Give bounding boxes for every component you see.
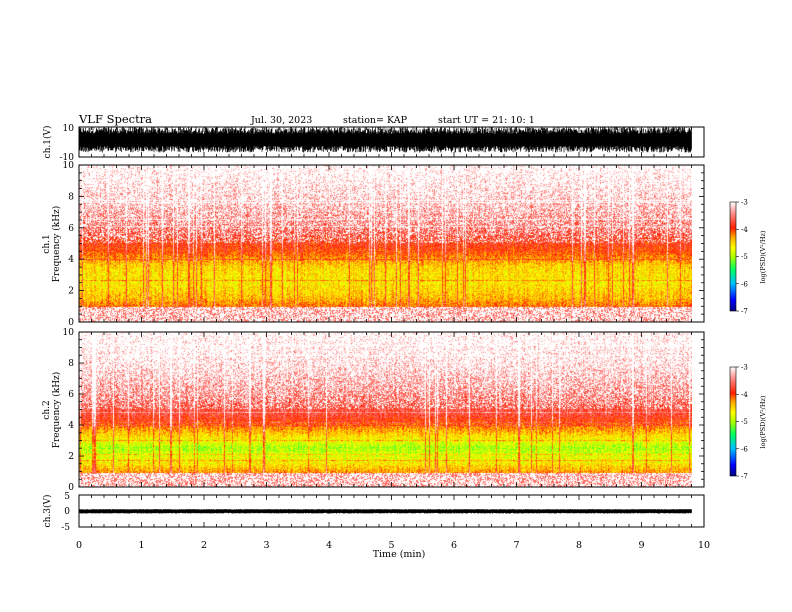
x-axis-tick-labels: 0 1 2 3 4 5 6 7 8 9 10: [76, 540, 710, 551]
ch1-spectrogram-image: [79, 165, 692, 322]
figure-title: VLF Spectra: [78, 112, 152, 126]
ch3-waveform-trace: [78, 509, 692, 514]
x-tick-label: 10: [698, 540, 710, 551]
start-time-label: start UT = 21: 10: 1: [438, 115, 535, 126]
colorbar-tick-label: -4: [741, 391, 748, 399]
y-tick-label: 2: [68, 287, 74, 297]
station-label: station= KAP: [343, 115, 408, 126]
waveform-path: [78, 127, 692, 153]
x-tick-label: 4: [326, 540, 332, 551]
colorbar-tick-label: -6: [741, 280, 748, 288]
ch1-spec-ylabel-frequency: Frequency (kHz): [51, 206, 62, 283]
y-tick-label: 6: [68, 224, 74, 234]
x-tick-label: 2: [201, 540, 207, 551]
ch1-colorbar-ticks: -3 -4 -5 -6 -7: [736, 199, 748, 316]
ch2-colorbar-ticks: -3 -4 -5 -6 -7: [736, 364, 748, 481]
y-tick-label: 10: [63, 161, 75, 171]
y-tick-label: 4: [68, 421, 74, 431]
ch1-waveform-trace: [78, 127, 692, 153]
y-tick-label: 2: [68, 452, 74, 462]
ch1-spec-ylabel-channel: ch.1: [42, 234, 52, 253]
ch3-wave-ytick-mid: 0: [64, 507, 70, 517]
ch2-spec-ylabel-frequency: Frequency (kHz): [51, 372, 62, 449]
colorbar-tick-label: -5: [741, 418, 748, 426]
y-tick-label: 8: [68, 359, 74, 369]
ch3-wave-ytick-bottom: -5: [61, 523, 70, 533]
y-tick-label: 10: [63, 328, 75, 338]
ch2-colorbar-gradient: [729, 366, 737, 477]
ch1-colorbar-label: log(PSD)(V²/Hz): [759, 230, 767, 283]
y-tick-label: 4: [68, 255, 74, 265]
colorbar-tick-label: -3: [741, 364, 748, 372]
ch2-colorbar: -3 -4 -5 -6 -7 log(PSD)(V²/Hz): [729, 364, 767, 481]
ch3-wave-ylabel: ch.3(V): [42, 495, 53, 528]
x-tick-label: 3: [263, 540, 269, 551]
x-tick-label: 6: [451, 540, 457, 551]
colorbar-tick-label: -7: [741, 473, 748, 481]
colorbar-tick-label: -6: [741, 445, 748, 453]
ch2-spectrogram-panel: 0 2 4 6 8 10 ch.2 Frequency (kHz): [42, 328, 705, 493]
x-axis-ticks: [78, 127, 705, 527]
x-tick-label: 9: [638, 540, 644, 551]
x-tick-label: 5: [388, 540, 394, 551]
ch2-spectrogram-yticks: 0 2 4 6 8 10: [63, 328, 704, 493]
y-tick-label: 0: [68, 318, 74, 328]
ch1-spectrogram-panel: 0 2 4 6 8 10 ch.1 Frequency (kHz): [42, 161, 705, 328]
y-tick-label: 8: [68, 192, 74, 202]
ch1-colorbar: -3 -4 -5 -6 -7 log(PSD)(V²/Hz): [729, 199, 767, 316]
ch2-spectrogram-image: [79, 332, 692, 487]
colorbar-tick-label: -7: [741, 308, 748, 316]
ch3-wave-ytick-top: 5: [64, 492, 70, 502]
x-tick-label: 0: [76, 540, 82, 551]
colorbar-tick-label: -5: [741, 253, 748, 261]
y-tick-label: 6: [68, 390, 74, 400]
x-tick-label: 1: [138, 540, 144, 551]
waveform-path: [78, 509, 692, 514]
y-tick-label: 0: [68, 483, 74, 493]
colorbar-tick-label: -4: [741, 226, 748, 234]
ch1-spectrogram-yticks: 0 2 4 6 8 10: [63, 161, 704, 328]
ch1-colorbar-gradient: [729, 201, 737, 312]
ch1-wave-ytick-top: 10: [63, 124, 75, 134]
ch2-spec-ylabel-channel: ch.2: [42, 400, 52, 419]
colorbar-tick-label: -3: [741, 199, 748, 207]
ch1-wave-ylabel: ch.1(V): [42, 126, 53, 159]
ch1-wave-ytick-bottom: -10: [60, 153, 75, 163]
ch2-colorbar-label: log(PSD)(V²/Hz): [759, 395, 767, 448]
x-axis-label: Time (min): [373, 549, 426, 560]
x-tick-label: 8: [576, 540, 582, 551]
date-label: Jul. 30, 2023: [250, 115, 312, 126]
x-tick-label: 7: [513, 540, 519, 551]
